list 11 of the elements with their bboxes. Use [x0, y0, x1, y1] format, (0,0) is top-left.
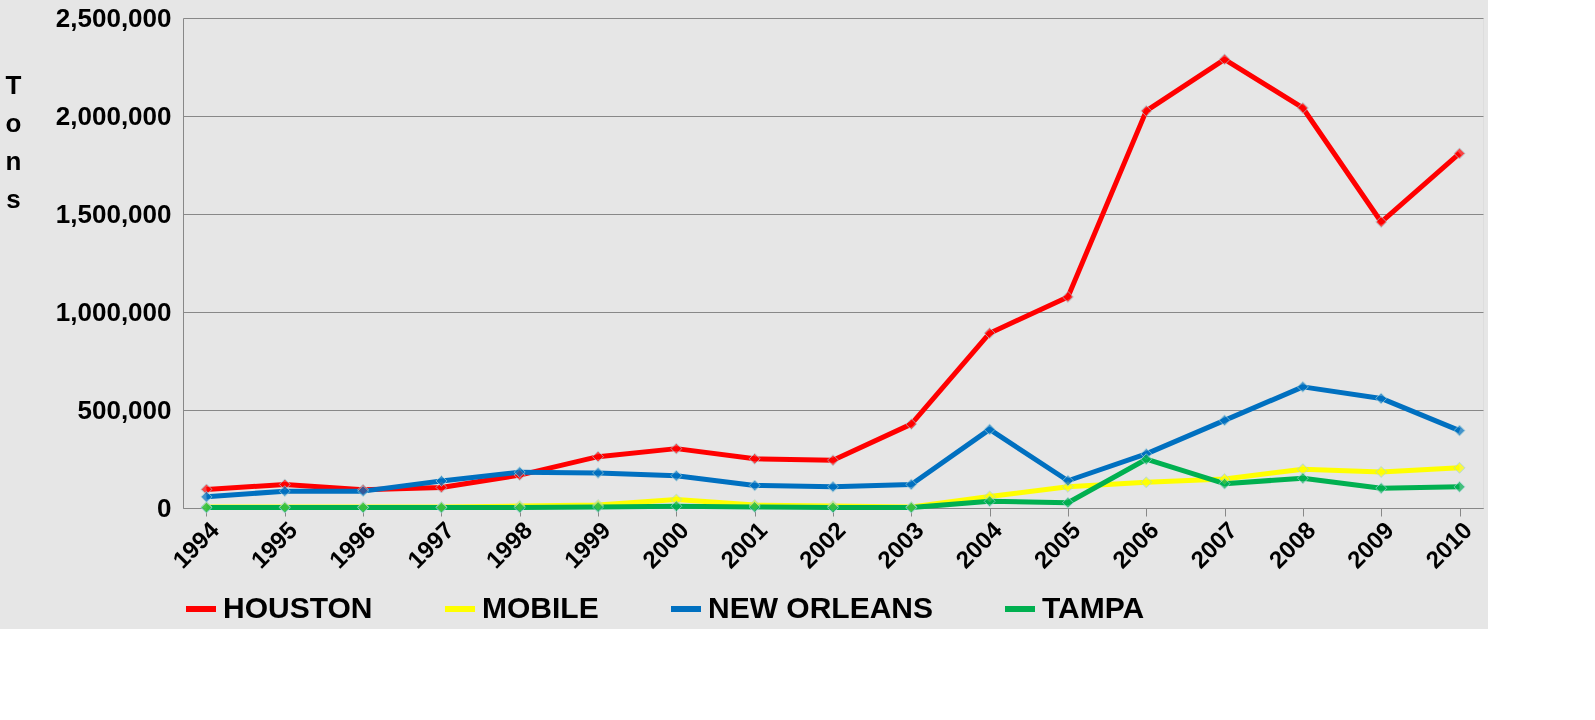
- y-tick-label: 1,500,000: [55, 198, 172, 229]
- y-tick-label: 1,000,000: [55, 296, 172, 327]
- y-tick-label: 2,000,000: [55, 100, 172, 131]
- y-tick-label: 500,000: [77, 394, 172, 425]
- legend-label: MOBILE: [482, 591, 599, 624]
- legend-label: NEW ORLEANS: [708, 591, 933, 624]
- legend-label: TAMPA: [1042, 591, 1145, 624]
- y-tick-label: 0: [157, 492, 172, 523]
- y-axis-title: Tons: [5, 69, 22, 214]
- legend-label: HOUSTON: [223, 591, 373, 624]
- y-tick-label: 2,500,000: [55, 2, 172, 33]
